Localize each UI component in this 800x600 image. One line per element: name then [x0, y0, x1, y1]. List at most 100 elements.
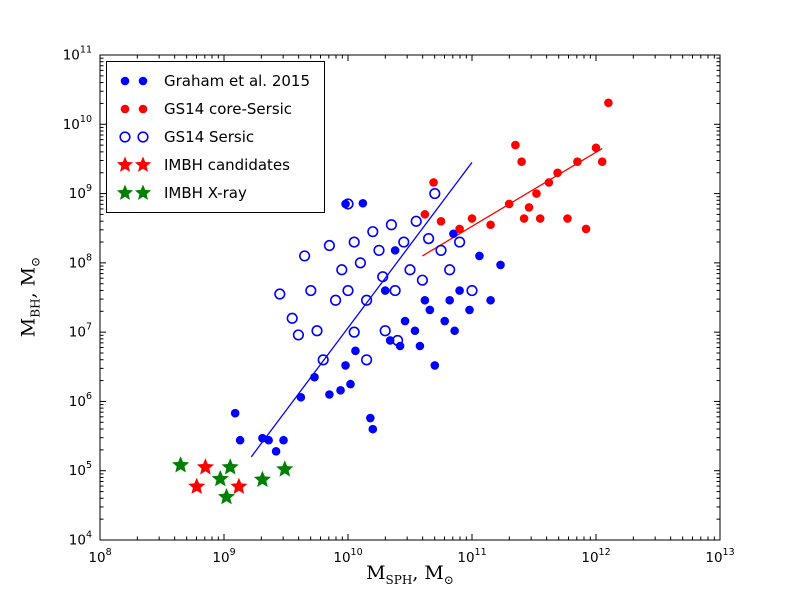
data-point-open-circle	[354, 257, 367, 269]
data-point-circle	[310, 372, 319, 382]
data-point-open-circle	[367, 226, 379, 238]
x-axis-label: MSPH, M⊙	[100, 562, 720, 587]
svg-text:105: 105	[69, 460, 92, 479]
legend-entry: IMBH candidates	[111, 151, 310, 179]
legend-circle-icon	[120, 104, 148, 114]
legend-label: Graham et al. 2015	[164, 72, 311, 90]
data-point-circle	[271, 447, 281, 456]
data-point-open-circle	[379, 325, 391, 337]
data-point-star	[230, 477, 248, 494]
data-point-circle	[230, 408, 240, 418]
data-point-circle	[467, 214, 477, 223]
data-point-circle	[351, 346, 360, 356]
series-gs14-core-sersic	[420, 98, 613, 234]
plot-frame	[99, 54, 721, 541]
y-axis-label-symbol: M	[17, 317, 40, 338]
svg-text:108: 108	[69, 252, 92, 271]
data-point-open-circle	[398, 236, 410, 248]
data-point-circle	[325, 390, 334, 399]
data-point-circle	[597, 157, 607, 166]
svg-text:1011: 1011	[63, 45, 92, 64]
data-point-open-circle	[404, 264, 416, 276]
data-point-star	[196, 458, 214, 475]
data-point-circle	[581, 224, 591, 234]
svg-text:109: 109	[69, 183, 92, 202]
data-point-circle	[604, 98, 613, 108]
data-point-circle	[296, 392, 306, 402]
data-point-circle	[475, 251, 484, 261]
data-point-open-circle	[423, 233, 435, 245]
data-point-open-circle	[373, 244, 385, 256]
data-point-open-circle	[292, 329, 305, 341]
legend: Graham et al. 2015 GS14 core-Sersic GS14 S…	[106, 61, 326, 213]
series-graham-et-al-2015	[230, 198, 505, 456]
data-point-circle	[524, 203, 534, 212]
data-point-circle	[235, 435, 245, 445]
legend-label: IMBH X-ray	[164, 184, 247, 202]
data-point-open-circle	[305, 284, 317, 297]
data-point-star	[211, 470, 229, 487]
data-point-circle	[517, 157, 526, 166]
data-point-open-circle	[444, 264, 456, 276]
data-point-star	[221, 458, 239, 475]
data-point-circle	[436, 216, 446, 226]
data-point-open-circle	[429, 187, 441, 200]
data-point-open-circle	[323, 239, 336, 252]
data-point-circle	[358, 198, 368, 208]
data-point-open-circle	[342, 284, 354, 297]
data-point-open-circle	[361, 294, 373, 306]
x-tick-labels: 108 109 1010 1011 1012 1013	[88, 547, 734, 566]
legend-entry: GS14 Sersic	[111, 123, 310, 151]
data-point-circle	[420, 295, 430, 305]
data-point-circle	[380, 286, 390, 295]
data-point-circle	[535, 214, 545, 223]
data-point-circle	[400, 316, 410, 326]
data-point-circle	[553, 168, 562, 178]
data-point-star	[172, 456, 190, 473]
legend-label: GS14 core-Sersic	[164, 100, 293, 118]
svg-text:1012: 1012	[581, 547, 610, 566]
data-point-open-circle	[435, 244, 447, 256]
data-point-star	[253, 470, 271, 487]
data-point-circle	[440, 316, 450, 326]
axis-ticks	[99, 54, 721, 541]
data-point-circle	[563, 214, 572, 223]
sun-symbol: ⊙	[28, 256, 43, 267]
data-point-open-circle	[317, 354, 329, 366]
data-point-open-circle	[274, 288, 286, 300]
data-point-circle	[279, 435, 288, 445]
data-point-circle	[366, 413, 375, 423]
data-point-open-circle	[454, 236, 466, 248]
data-point-circle	[336, 386, 345, 395]
data-point-star	[217, 488, 235, 505]
series-imbh-candidates	[188, 458, 248, 494]
data-point-circle	[264, 435, 273, 445]
data-point-circle	[341, 361, 350, 370]
svg-text:109: 109	[212, 547, 235, 566]
data-point-star	[188, 477, 206, 494]
legend-label: GS14 Sersic	[164, 128, 255, 146]
svg-text:1013: 1013	[705, 547, 734, 566]
data-point-circle	[455, 286, 464, 295]
data-point-circle	[486, 295, 495, 305]
data-point-open-circle	[361, 354, 373, 366]
y-axis-label: MBH, M⊙	[18, 257, 43, 337]
y-axis-label-units: , M	[17, 266, 40, 299]
data-point-circle	[385, 336, 395, 345]
data-point-open-circle	[385, 219, 398, 231]
x-axis-label-units: , M	[412, 562, 444, 584]
data-point-circle	[511, 140, 520, 150]
data-point-circle	[544, 178, 554, 187]
legend-entry: IMBH X-ray	[111, 179, 310, 207]
svg-text:106: 106	[69, 391, 92, 410]
data-point-open-circle	[299, 250, 311, 262]
data-point-circle	[455, 224, 464, 234]
data-point-circle	[465, 305, 474, 315]
svg-text:1011: 1011	[457, 547, 486, 566]
legend-circle-icon	[119, 131, 149, 143]
legend-circle-icon	[120, 76, 148, 86]
svg-text:104: 104	[69, 530, 92, 549]
data-point-circle	[591, 143, 601, 153]
